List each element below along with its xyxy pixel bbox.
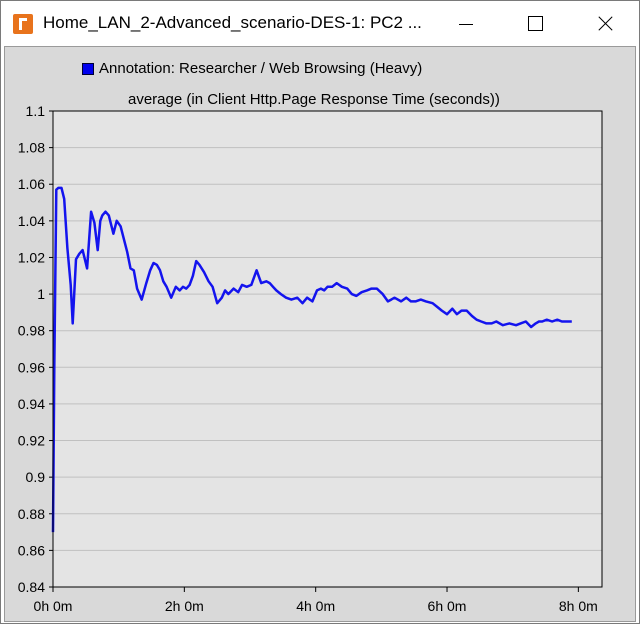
y-tick-label: 0.98	[18, 323, 45, 339]
y-tick-label: 1.06	[18, 176, 45, 192]
x-tick-label: 6h 0m	[428, 598, 467, 614]
y-tick-label: 0.92	[18, 433, 45, 449]
y-tick-label: 1.02	[18, 249, 45, 265]
y-tick-label: 0.84	[18, 579, 45, 595]
y-tick-label: 1	[37, 286, 45, 302]
title-bar[interactable]: Home_LAN_2-Advanced_scenario-DES-1: PC2 …	[1, 1, 639, 47]
x-tick-label: 0h 0m	[34, 598, 73, 614]
close-button[interactable]	[581, 1, 627, 47]
x-tick-label: 8h 0m	[559, 598, 598, 614]
y-tick-label: 0.96	[18, 359, 45, 375]
x-tick-label: 2h 0m	[165, 598, 204, 614]
legend-label: Annotation: Researcher / Web Browsing (H…	[99, 60, 423, 77]
legend-swatch	[82, 63, 94, 75]
y-tick-label: 1.08	[18, 140, 45, 156]
x-tick-label: 4h 0m	[296, 598, 335, 614]
y-tick-label: 1.04	[18, 213, 45, 229]
maximize-button[interactable]	[512, 1, 558, 47]
line-chart: 0.84 0.86 0.88 0.9 0.92 0.94 0.96 0.98 1 1.02 1.04…	[18, 103, 603, 614]
y-tick-label: 0.88	[18, 506, 45, 522]
y-tick-label: 0.94	[18, 396, 45, 412]
app-icon	[13, 14, 33, 34]
plot-border	[52, 110, 603, 588]
chart-title: average (in Client Http.Page Response Ti…	[128, 91, 500, 108]
y-tick-label: 1.1	[26, 103, 46, 119]
minimize-button[interactable]	[443, 1, 489, 47]
window-title: Home_LAN_2-Advanced_scenario-DES-1: PC2 …	[43, 13, 422, 32]
y-tick-label: 0.86	[18, 542, 45, 558]
series-line-0	[51, 186, 572, 533]
plot-area	[52, 110, 603, 588]
y-tick-label: 0.9	[26, 469, 46, 485]
